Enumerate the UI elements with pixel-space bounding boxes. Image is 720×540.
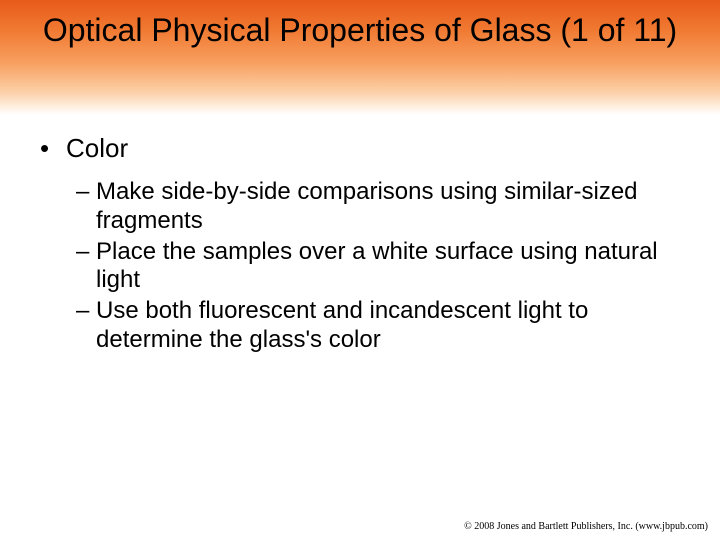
- bullet-l2-text: Make side-by-side comparisons using simi…: [96, 178, 638, 234]
- slide-content: Color Make side-by-side comparisons usin…: [0, 115, 720, 355]
- bullet-level-2: Place the samples over a white surface u…: [40, 238, 680, 296]
- copyright-footer: © 2008 Jones and Bartlett Publishers, In…: [464, 521, 708, 532]
- bullet-level-1: Color: [40, 133, 680, 164]
- bullet-l2-text: Place the samples over a white surface u…: [96, 238, 658, 294]
- slide-header: Optical Physical Properties of Glass (1 …: [0, 0, 720, 115]
- bullet-l2-text: Use both fluorescent and incandescent li…: [96, 297, 588, 353]
- bullet-level-2: Make side-by-side comparisons using simi…: [40, 178, 680, 236]
- bullet-l1-text: Color: [66, 133, 128, 163]
- bullet-level-2: Use both fluorescent and incandescent li…: [40, 297, 680, 355]
- slide-title: Optical Physical Properties of Glass (1 …: [20, 10, 700, 50]
